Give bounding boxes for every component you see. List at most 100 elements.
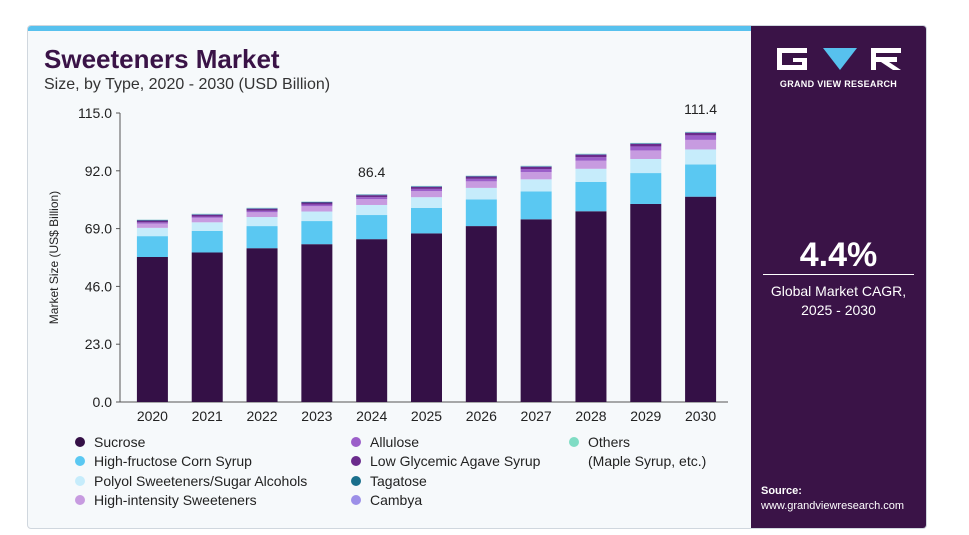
accent-bar xyxy=(28,26,751,31)
brand-name: GRAND VIEW RESEARCH xyxy=(779,79,898,89)
bar-segment-allulose-2024 xyxy=(356,197,388,200)
bar-segment-high-fructose-corn-syrup-2023 xyxy=(301,221,333,245)
legend-label: Cambya xyxy=(370,492,423,508)
bar-segment-low-glycemic-agave-syrup-2022 xyxy=(246,208,278,211)
source-url[interactable]: www.grandviewresearch.com xyxy=(761,500,905,512)
bar-segment-sucrose-2025 xyxy=(411,233,442,402)
x-tick-label: 2028 xyxy=(575,408,606,424)
x-tick-label: 2030 xyxy=(685,408,716,424)
bar-segment-sucrose-2021 xyxy=(191,252,223,402)
cagr-label-line2: 2025 - 2030 xyxy=(801,302,876,318)
bar-segment-high-fructose-corn-syrup-2022 xyxy=(246,226,278,249)
bar-segment-polyol-sweeteners-sugar-alcohols-2023 xyxy=(301,211,333,222)
legend-swatch xyxy=(569,437,579,447)
bar-segment-high-intensity-sweeteners-2025 xyxy=(411,191,442,198)
bar-segment-polyol-sweeteners-sugar-alcohols-2030 xyxy=(685,149,717,165)
legend-label: Low Glycemic Agave Syrup xyxy=(370,453,541,469)
source-label: Source: xyxy=(761,485,802,497)
legend-item-polyol-sweeteners-sugar-alcohols: Polyol Sweeteners/Sugar Alcohols xyxy=(75,473,307,489)
legend-label: High-fructose Corn Syrup xyxy=(94,453,252,469)
bar-segment-low-glycemic-agave-syrup-2026 xyxy=(465,176,497,179)
legend-label: Allulose xyxy=(370,434,420,450)
bar-segment-low-glycemic-agave-syrup-2030 xyxy=(685,132,717,136)
bar-segment-high-intensity-sweeteners-2024 xyxy=(356,199,388,205)
bar-segment-tagatose-2027 xyxy=(520,166,552,167)
bar-segment-high-fructose-corn-syrup-2025 xyxy=(411,207,442,234)
y-tick-label: 23.0 xyxy=(85,336,112,352)
bar-segment-high-fructose-corn-syrup-2027 xyxy=(520,191,552,220)
y-tick-label: 69.0 xyxy=(85,221,112,237)
legend-item-sucrose: Sucrose xyxy=(75,434,145,450)
x-tick-label: 2027 xyxy=(521,408,552,424)
bar-segment-low-glycemic-agave-syrup-2021 xyxy=(191,214,223,217)
bar-segment-allulose-2027 xyxy=(520,169,552,173)
bar-segment-tagatose-2021 xyxy=(191,214,223,215)
x-tick-label: 2024 xyxy=(356,408,387,424)
bar-segment-polyol-sweeteners-sugar-alcohols-2027 xyxy=(520,179,552,192)
bar-segment-tagatose-2029 xyxy=(630,143,662,144)
bar-segment-tagatose-2030 xyxy=(685,132,717,133)
legend-item-others: Others xyxy=(569,434,630,450)
legend-item-cambya: Cambya xyxy=(351,492,422,508)
bar-segment-polyol-sweeteners-sugar-alcohols-2026 xyxy=(465,187,497,200)
bar-segment-sucrose-2028 xyxy=(575,211,607,402)
grand-view-research-logo xyxy=(777,48,901,70)
bar-segment-polyol-sweeteners-sugar-alcohols-2021 xyxy=(191,222,223,231)
legend-swatch xyxy=(75,495,85,505)
bar-segment-high-intensity-sweeteners-2028 xyxy=(575,160,607,169)
legend-swatch xyxy=(75,476,85,486)
bar-segment-high-intensity-sweeteners-2020 xyxy=(136,223,168,228)
y-tick-label: 92.0 xyxy=(85,163,112,179)
bar-segment-tagatose-2025 xyxy=(411,186,442,187)
legend-item-high-fructose-corn-syrup: High-fructose Corn Syrup xyxy=(75,453,252,469)
bar-segment-high-fructose-corn-syrup-2024 xyxy=(356,215,388,240)
bar-segment-sucrose-2029 xyxy=(630,203,662,402)
y-tick-label: 0.0 xyxy=(93,394,113,410)
bar-segment-polyol-sweeteners-sugar-alcohols-2029 xyxy=(630,158,662,174)
legend-label: Polyol Sweeteners/Sugar Alcohols xyxy=(94,473,308,489)
bar-segment-allulose-2021 xyxy=(191,216,223,218)
legend-swatch xyxy=(75,456,85,466)
bar-segment-high-intensity-sweeteners-2022 xyxy=(246,212,278,218)
stacked-bar-chart: Market Size (US$ Billion) 0.0 23.0 46.0 69.0… xyxy=(47,101,728,424)
legend-swatch xyxy=(351,437,361,447)
bar-segment-high-intensity-sweeteners-2023 xyxy=(301,206,333,212)
data-label-2030: 111.4 xyxy=(684,101,717,117)
legend-label: Tagatose xyxy=(370,473,427,489)
bar-segment-allulose-2030 xyxy=(685,135,717,140)
x-tick-label: 2026 xyxy=(466,408,497,424)
bar-segment-polyol-sweeteners-sugar-alcohols-2024 xyxy=(356,204,388,216)
x-tick-label: 2023 xyxy=(301,408,332,424)
legend-swatch xyxy=(351,495,361,505)
legend-swatch xyxy=(75,437,85,447)
legend-swatch xyxy=(351,456,361,466)
bar-segment-low-glycemic-agave-syrup-2029 xyxy=(630,143,662,147)
bar-segment-high-intensity-sweeteners-2029 xyxy=(630,150,662,159)
bar-segment-allulose-2026 xyxy=(465,178,497,182)
bar-segment-high-intensity-sweeteners-2027 xyxy=(520,172,552,180)
bar-segment-high-intensity-sweeteners-2021 xyxy=(191,217,223,223)
bar-segment-polyol-sweeteners-sugar-alcohols-2028 xyxy=(575,168,607,182)
bar-segment-high-intensity-sweeteners-2026 xyxy=(465,181,497,188)
bar-segment-high-fructose-corn-syrup-2021 xyxy=(191,230,223,253)
bar-segment-sucrose-2020 xyxy=(136,256,168,402)
data-label-2024: 86.4 xyxy=(358,164,385,180)
x-tick-label: 2022 xyxy=(246,408,277,424)
legend-label: Sucrose xyxy=(94,434,146,450)
legend-item-allulose: Allulose xyxy=(351,434,419,450)
bar-segment-high-fructose-corn-syrup-2020 xyxy=(136,236,168,257)
bar-segment-sucrose-2022 xyxy=(246,248,278,402)
x-tick-label: 2025 xyxy=(411,408,442,424)
legend-item-tagatose: Tagatose xyxy=(351,473,427,489)
bar-segment-high-intensity-sweeteners-2030 xyxy=(685,139,717,150)
y-tick-label: 46.0 xyxy=(85,278,112,294)
legend-note: (Maple Syrup, etc.) xyxy=(588,453,707,469)
bar-segment-tagatose-2028 xyxy=(575,154,607,155)
bar-segment-high-fructose-corn-syrup-2026 xyxy=(465,199,497,227)
bar-segment-polyol-sweeteners-sugar-alcohols-2020 xyxy=(136,227,168,237)
bar-segment-allulose-2020 xyxy=(136,222,168,224)
bar-segment-allulose-2029 xyxy=(630,146,662,151)
bar-segment-polyol-sweeteners-sugar-alcohols-2025 xyxy=(411,197,442,208)
report-card: Sweeteners Market Size, by Type, 2020 - … xyxy=(27,25,927,529)
bar-segment-low-glycemic-agave-syrup-2024 xyxy=(356,195,388,198)
